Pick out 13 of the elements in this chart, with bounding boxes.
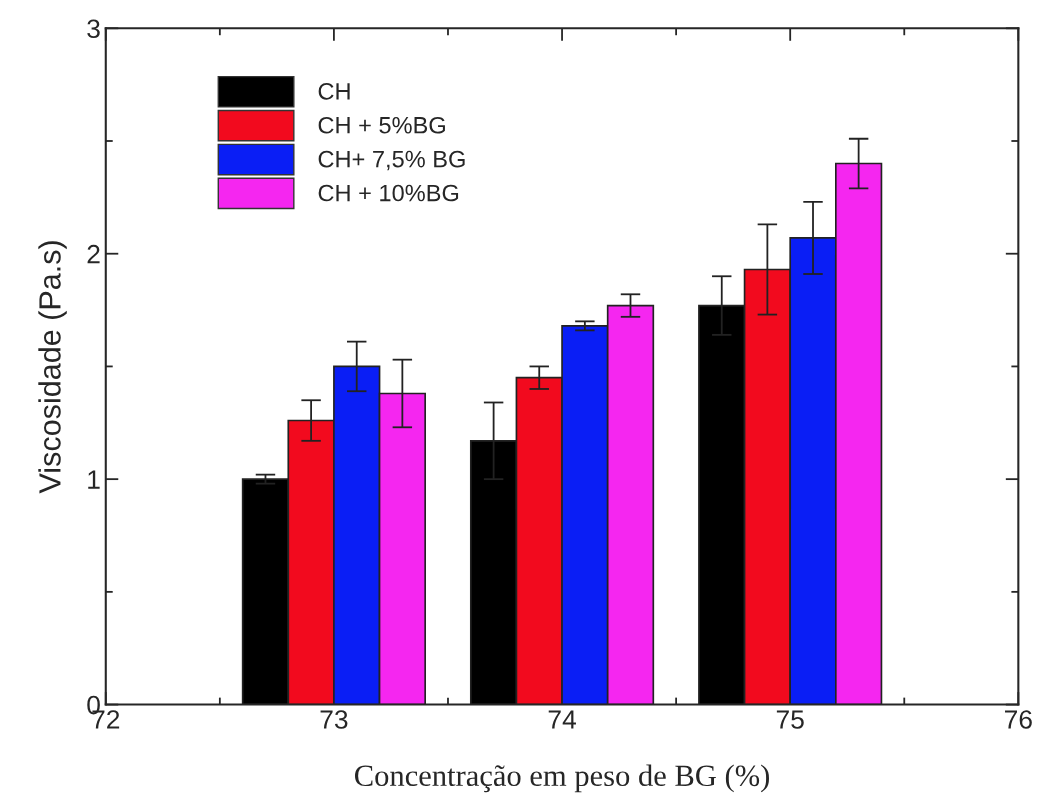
legend-label: CH+ 7,5% BG xyxy=(318,150,465,171)
y-tick-label: 3 xyxy=(87,19,100,39)
legend-label: CH + 5%BG xyxy=(318,116,445,134)
y-tick-label: 1 xyxy=(88,470,100,489)
x-tick-label: 74 xyxy=(548,710,576,729)
x-tick-label: 75 xyxy=(776,710,804,729)
y-tick-label: 2 xyxy=(87,244,100,264)
legend-label: CH + 10%BG xyxy=(318,184,459,202)
legend-label: CH xyxy=(318,83,350,100)
x-tick-label: 73 xyxy=(320,710,348,729)
y-axis-title: Viscosidade (Pa.s) xyxy=(38,241,67,494)
x-tick-label: 76 xyxy=(1005,710,1032,729)
x-axis-title: Concentração em peso de BG (%) xyxy=(355,764,769,793)
